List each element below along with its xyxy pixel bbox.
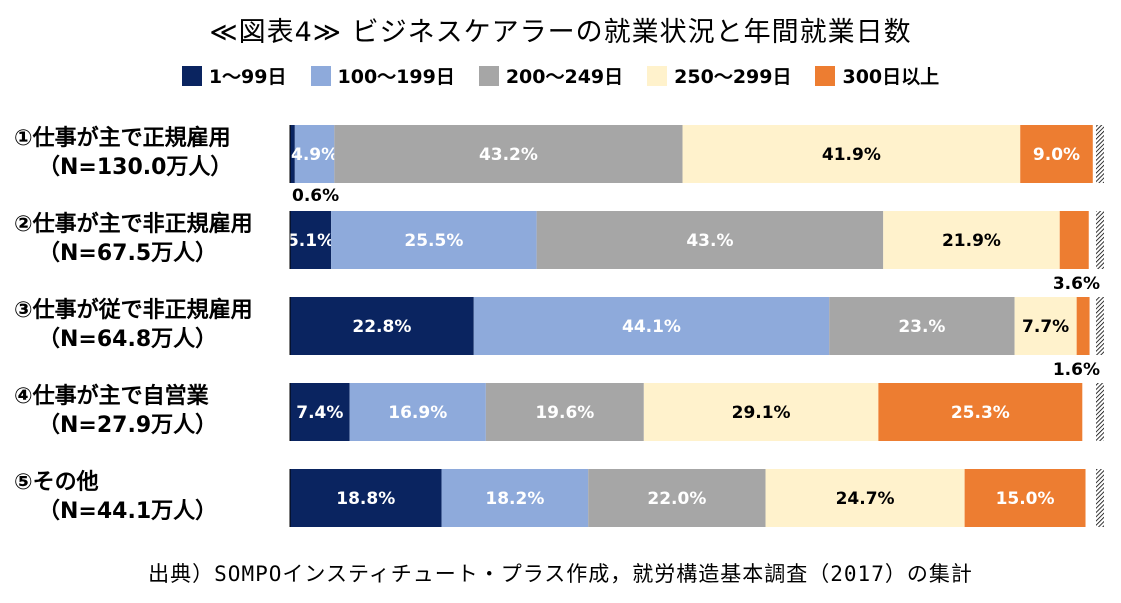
legend-label: 300日以上 <box>842 66 940 88</box>
row-label-n: （N=27.9万人） <box>38 413 218 438</box>
legend-swatch <box>310 65 331 86</box>
data-label: 29.1% <box>732 403 791 423</box>
row-label-title: ①仕事が主で正規雇用 <box>14 126 231 151</box>
data-label: 44.1% <box>622 317 681 337</box>
row-label-4: ④仕事が主で自営業 （N=27.9万人） <box>14 382 217 440</box>
source-note: 出典）SOMPOインスティチュート・プラス作成，就労構造基本調査（2017）の集… <box>148 562 973 586</box>
bar-segment <box>1059 211 1089 269</box>
data-label: 7.7% <box>1022 317 1069 337</box>
row-label-5: ⑤その他 （N=44.1万人） <box>14 468 217 526</box>
bar-segment <box>349 383 486 441</box>
bar-segment <box>829 297 1015 355</box>
data-label: 1.6% <box>1053 360 1100 380</box>
bar-segment <box>290 297 474 355</box>
row-label-title: ③仕事が従で非正規雇用 <box>14 298 253 323</box>
bar-segment <box>290 383 350 441</box>
bar-segment <box>290 469 442 527</box>
legend-item: 1～99日 <box>181 62 287 89</box>
bar-segment <box>473 297 830 355</box>
data-label: 7.4% <box>296 403 343 423</box>
row-label-title: ⑤その他 <box>14 470 99 495</box>
legend-swatch <box>181 65 202 86</box>
data-label: 18.8% <box>336 489 395 509</box>
data-label: 3.6% <box>1053 274 1100 294</box>
bar-segment <box>331 211 537 269</box>
bar-segment <box>485 383 644 441</box>
legend-item: 300日以上 <box>815 62 939 89</box>
bar-segment <box>643 383 879 441</box>
legend-item: 200～249日 <box>478 62 624 89</box>
data-label: 0.6% <box>292 186 339 206</box>
row-label-2: ②仕事が主で非正規雇用 （N=67.5万人） <box>14 210 253 268</box>
bar-segment <box>536 211 884 269</box>
bar-segment <box>878 383 1083 441</box>
data-label: 21.9% <box>942 231 1001 251</box>
bar-segment <box>294 125 335 183</box>
legend-label: 100～199日 <box>337 66 455 88</box>
bar-segment <box>765 469 965 527</box>
bar-remainder-hatch <box>1096 469 1104 527</box>
row-label-1: ①仕事が主で正規雇用 （N=130.0万人） <box>14 124 232 182</box>
data-label: 25.3% <box>951 403 1010 423</box>
data-label: 18.2% <box>485 489 544 509</box>
data-label: 43.% <box>686 231 733 251</box>
bar-remainder-hatch <box>1096 383 1104 441</box>
data-label: 24.7% <box>836 489 895 509</box>
row-label-n: （N=44.1万人） <box>38 499 218 524</box>
data-label: 23.% <box>898 317 945 337</box>
bar-segment <box>441 469 589 527</box>
data-label: 43.2% <box>479 145 538 165</box>
row-label-3: ③仕事が従で非正規雇用 （N=64.8万人） <box>14 296 253 354</box>
bar-segment <box>290 125 295 183</box>
bar-segment <box>964 469 1086 527</box>
legend-item: 250～299日 <box>647 62 791 89</box>
row-label-n: （N=64.8万人） <box>38 327 218 352</box>
bar-segment <box>334 125 683 183</box>
bar-segment <box>290 211 332 269</box>
data-label: 5.1% <box>287 231 334 251</box>
legend-swatch <box>478 65 499 86</box>
data-label: 22.8% <box>352 317 411 337</box>
bar-remainder-hatch <box>1096 211 1104 269</box>
bar-segment <box>1076 297 1090 355</box>
row-label-n: （N=130.0万人） <box>38 155 233 180</box>
data-label: 19.6% <box>535 403 594 423</box>
legend-swatch <box>647 65 668 86</box>
bar-segment <box>1014 297 1077 355</box>
data-label: 9.0% <box>1033 145 1080 165</box>
bar-segment <box>883 211 1060 269</box>
row-label-n: （N=67.5万人） <box>38 241 218 266</box>
legend-label: 200～249日 <box>505 66 624 88</box>
row-label-title: ④仕事が主で自営業 <box>14 384 209 409</box>
data-label: 22.0% <box>647 489 706 509</box>
bar-segment <box>682 125 1021 183</box>
legend-label: 1～99日 <box>208 66 287 88</box>
legend-swatch <box>815 65 836 86</box>
data-label: 4.9% <box>291 145 338 165</box>
legend-item: 100～199日 <box>310 62 455 89</box>
data-label: 25.5% <box>404 231 463 251</box>
bar-remainder-hatch <box>1096 125 1104 183</box>
data-label: 15.0% <box>996 489 1055 509</box>
legend: 1～99日 100～199日 200～249日 250～299日 300日以上 <box>0 62 1121 89</box>
data-label: 41.9% <box>822 145 881 165</box>
row-label-title: ②仕事が主で非正規雇用 <box>14 212 253 237</box>
bar-segment <box>588 469 766 527</box>
bar-segment <box>1020 125 1093 183</box>
bar-remainder-hatch <box>1096 297 1104 355</box>
data-label: 16.9% <box>388 403 447 423</box>
chart-title: ≪図表4≫ ビジネスケアラーの就業状況と年間就業日数 <box>209 17 912 48</box>
legend-label: 250～299日 <box>674 66 792 88</box>
